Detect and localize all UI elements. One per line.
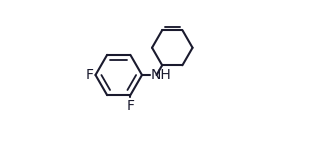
Text: F: F	[126, 99, 134, 113]
Text: NH: NH	[150, 68, 171, 82]
Text: F: F	[86, 68, 94, 82]
